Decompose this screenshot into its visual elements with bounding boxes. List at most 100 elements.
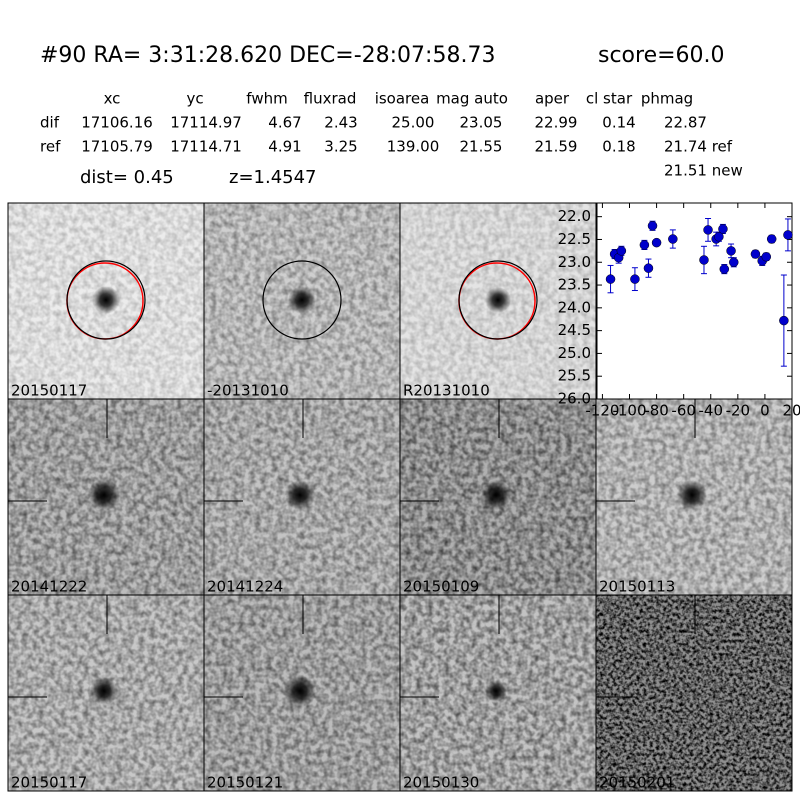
table-cell: 23.05 [460, 114, 503, 132]
x-tick-label: -80 [644, 402, 669, 420]
panel-label: R20131010 [403, 382, 490, 400]
y-tick-label: 24.5 [558, 321, 591, 339]
source [88, 479, 120, 511]
image-panel: 20141222 [7, 398, 205, 596]
source [485, 680, 507, 702]
image [400, 203, 596, 399]
point [703, 225, 713, 235]
point [766, 234, 777, 244]
panel-label: 20150113 [599, 578, 675, 596]
image-panel: 20150201 [595, 594, 793, 792]
point [779, 315, 789, 326]
image [8, 203, 204, 399]
point [630, 274, 640, 284]
phmag-new: 21.51 new [664, 162, 743, 180]
point [718, 224, 728, 234]
y-tick-label: 25.0 [558, 344, 591, 362]
image-panel: 20150130 [399, 594, 597, 792]
ring [458, 260, 538, 340]
source [485, 287, 511, 313]
point [729, 257, 739, 268]
image-panel: -20131010 [203, 202, 401, 400]
source [288, 286, 316, 314]
y-tick-label: 22.0 [558, 207, 591, 225]
point [719, 264, 730, 274]
title: #90 RA= 3:31:28.620 DEC=-28:07:58.73 [40, 43, 495, 68]
table-cell: 3.25 [324, 138, 357, 156]
image [204, 203, 400, 399]
table-cell: 4.67 [268, 114, 301, 132]
point [750, 249, 761, 259]
panel-label: 20141224 [207, 578, 283, 596]
image-noise [596, 595, 792, 791]
panel-label: 20141222 [11, 578, 87, 596]
panel-label: 20150117 [11, 382, 87, 400]
table-cell: 21.74 ref [664, 138, 733, 156]
y-tick-label: 23.0 [558, 253, 591, 271]
table-cell: 139.00 [387, 138, 440, 156]
image [400, 399, 596, 595]
point [668, 234, 678, 244]
image [204, 399, 400, 595]
image [8, 595, 204, 791]
table-cell: dif [40, 114, 60, 132]
image [596, 399, 792, 595]
column-header: phmag [641, 90, 693, 108]
table-cell: 17114.71 [170, 138, 242, 156]
x-tick-label: -40 [699, 402, 724, 420]
panel-label: 20150130 [403, 774, 479, 792]
x-tick-label: -20 [726, 402, 751, 420]
source [284, 675, 316, 707]
panel-label: 20150109 [403, 578, 479, 596]
image [8, 399, 204, 595]
y-tick-label: 23.5 [558, 276, 591, 294]
redshift: z=1.4547 [229, 167, 317, 188]
column-header: fluxrad [304, 90, 357, 108]
panel-label: -20131010 [207, 382, 289, 400]
source [90, 677, 118, 705]
source [677, 480, 707, 510]
point [699, 255, 709, 265]
y-tick-label: 26.0 [558, 390, 591, 408]
light-curve: 22.0 22.5 23.0 23.5 24.0 24.5 25.0 25.5 26.0-120… [558, 202, 800, 420]
source [481, 480, 511, 510]
plot-area [596, 202, 793, 400]
image [204, 595, 400, 791]
table-cell: 22.99 [535, 114, 578, 132]
image [400, 595, 596, 791]
panel-label: 20150121 [207, 774, 283, 792]
x-tick-label: -120 [585, 402, 619, 420]
dist: dist= 0.45 [80, 167, 174, 188]
panel-frame [595, 594, 793, 792]
point [761, 252, 772, 262]
point [714, 231, 724, 242]
table-cell: ref [40, 138, 61, 156]
source [285, 480, 315, 510]
table-cell: 25.00 [392, 114, 435, 132]
table-cell: 21.55 [460, 138, 503, 156]
panels: 20150117 -20131010 R20131010 20141222 201412… [7, 202, 793, 792]
x-tick-label: 0 [760, 402, 770, 420]
column-header: xc [104, 90, 121, 108]
y-tick-label: 22.5 [558, 230, 591, 248]
ring [262, 260, 342, 340]
score: score=60.0 [598, 43, 725, 68]
image-panel: 20150117 [7, 594, 205, 792]
image-panel: R20131010 [399, 202, 597, 400]
image-panel: 20150113 [595, 398, 793, 596]
table-cell: 17106.16 [81, 114, 153, 132]
column-header: cl star [586, 90, 633, 108]
table-cell: 0.18 [602, 138, 635, 156]
image [596, 595, 792, 791]
table-cell: 17105.79 [81, 138, 153, 156]
point [647, 221, 658, 231]
point [639, 240, 650, 250]
image-panel: 20150117 [7, 202, 205, 400]
table-cell: 22.87 [664, 114, 707, 132]
source [92, 286, 120, 314]
point [726, 246, 736, 256]
column-header: isoarea [375, 90, 430, 108]
point [783, 230, 793, 240]
panel-label: 20150117 [11, 774, 87, 792]
